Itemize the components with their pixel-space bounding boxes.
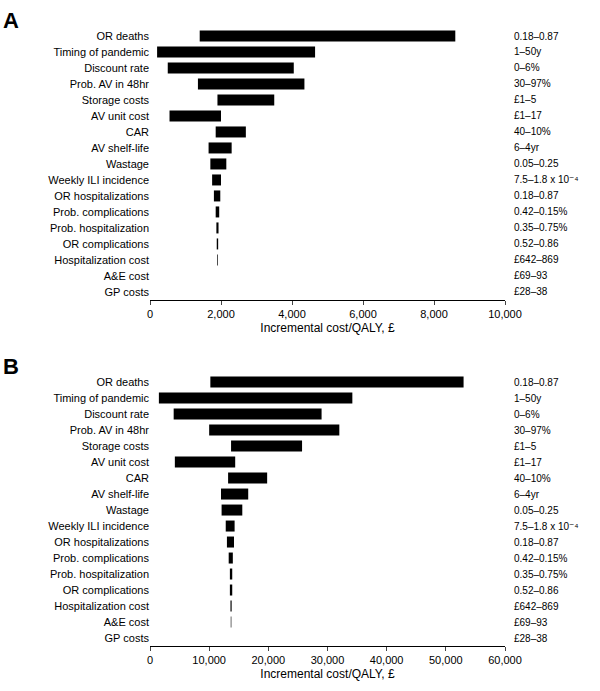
svg-text:8,000: 8,000	[420, 308, 448, 320]
svg-text:0.18–0.87: 0.18–0.87	[514, 537, 559, 548]
svg-text:6,000: 6,000	[349, 308, 377, 320]
svg-text:£642–869: £642–869	[514, 254, 559, 265]
svg-text:Discount rate: Discount rate	[84, 408, 149, 420]
svg-text:6–4yr: 6–4yr	[514, 489, 540, 500]
svg-text:OR hospitalizations: OR hospitalizations	[54, 190, 149, 202]
svg-text:10,000: 10,000	[192, 654, 226, 666]
svg-text:6–4yr: 6–4yr	[514, 142, 540, 153]
svg-text:10,000: 10,000	[488, 308, 522, 320]
svg-text:£1–17: £1–17	[514, 110, 542, 121]
svg-text:Prob. AV in 48hr: Prob. AV in 48hr	[70, 78, 150, 90]
svg-text:0: 0	[147, 308, 153, 320]
svg-text:Wastage: Wastage	[106, 504, 149, 516]
svg-text:£28–38: £28–38	[514, 286, 548, 297]
svg-text:0.42–0.15%: 0.42–0.15%	[514, 553, 567, 564]
svg-text:OR hospitalizations: OR hospitalizations	[54, 536, 149, 548]
svg-text:OR complications: OR complications	[63, 584, 150, 596]
svg-text:0.35–0.75%: 0.35–0.75%	[514, 222, 567, 233]
svg-text:0.35–0.75%: 0.35–0.75%	[514, 569, 567, 580]
svg-text:Discount rate: Discount rate	[84, 62, 149, 74]
svg-text:20,000: 20,000	[252, 654, 286, 666]
svg-text:Wastage: Wastage	[106, 158, 149, 170]
svg-text:7.5–1.8 x 10⁻⁴: 7.5–1.8 x 10⁻⁴	[514, 521, 579, 532]
svg-text:£69–93: £69–93	[514, 270, 548, 281]
svg-text:0.42–0.15%: 0.42–0.15%	[514, 206, 567, 217]
svg-text:50,000: 50,000	[429, 654, 463, 666]
svg-text:0–6%: 0–6%	[514, 62, 540, 73]
svg-text:OR complications: OR complications	[63, 238, 150, 250]
svg-text:Timing of pandemic: Timing of pandemic	[53, 392, 149, 404]
svg-text:B: B	[3, 354, 19, 379]
svg-text:AV unit cost: AV unit cost	[91, 110, 149, 122]
svg-text:A&E cost: A&E cost	[104, 270, 149, 282]
svg-text:OR deaths: OR deaths	[96, 376, 149, 388]
svg-text:Storage costs: Storage costs	[82, 440, 150, 452]
svg-text:Weekly ILI incidence: Weekly ILI incidence	[48, 520, 149, 532]
svg-text:Hospitalization cost: Hospitalization cost	[54, 600, 149, 612]
svg-text:Prob. AV in 48hr: Prob. AV in 48hr	[70, 424, 150, 436]
svg-text:0.05–0.25: 0.05–0.25	[514, 158, 559, 169]
svg-text:Prob. complications: Prob. complications	[53, 552, 149, 564]
svg-text:0.52–0.86: 0.52–0.86	[514, 585, 559, 596]
svg-text:Prob. complications: Prob. complications	[53, 206, 149, 218]
svg-text:CAR: CAR	[126, 126, 149, 138]
svg-text:30–97%: 30–97%	[514, 78, 551, 89]
svg-text:Timing of pandemic: Timing of pandemic	[53, 46, 149, 58]
svg-text:A&E cost: A&E cost	[104, 616, 149, 628]
svg-text:Incremental cost/QALY, £: Incremental cost/QALY, £	[260, 667, 395, 681]
svg-text:Weekly ILI incidence: Weekly ILI incidence	[48, 174, 149, 186]
svg-text:30,000: 30,000	[311, 654, 345, 666]
svg-text:£1–17: £1–17	[514, 457, 542, 468]
svg-text:1–50y: 1–50y	[514, 393, 541, 404]
svg-text:Storage costs: Storage costs	[82, 94, 150, 106]
svg-text:£1–5: £1–5	[514, 94, 537, 105]
svg-text:OR deaths: OR deaths	[96, 30, 149, 42]
svg-text:£28–38: £28–38	[514, 633, 548, 644]
svg-text:2,000: 2,000	[207, 308, 235, 320]
svg-text:GP costs: GP costs	[105, 286, 150, 298]
svg-text:0: 0	[147, 654, 153, 666]
svg-text:A: A	[3, 8, 19, 33]
svg-text:AV shelf-life: AV shelf-life	[91, 488, 149, 500]
svg-text:7.5–1.8 x 10⁻⁴: 7.5–1.8 x 10⁻⁴	[514, 174, 579, 185]
svg-text:0.52–0.86: 0.52–0.86	[514, 238, 559, 249]
svg-text:Hospitalization cost: Hospitalization cost	[54, 254, 149, 266]
svg-text:4,000: 4,000	[278, 308, 306, 320]
svg-text:Incremental cost/QALY, £: Incremental cost/QALY, £	[260, 321, 395, 335]
svg-text:Prob. hospitalization: Prob. hospitalization	[50, 568, 149, 580]
svg-text:£642–869: £642–869	[514, 601, 559, 612]
svg-text:40–10%: 40–10%	[514, 126, 551, 137]
svg-text:£69–93: £69–93	[514, 617, 548, 628]
svg-text:0–6%: 0–6%	[514, 409, 540, 420]
svg-text:0.18–0.87: 0.18–0.87	[514, 190, 559, 201]
svg-text:1–50y: 1–50y	[514, 46, 541, 57]
svg-text:CAR: CAR	[126, 472, 149, 484]
svg-text:AV unit cost: AV unit cost	[91, 456, 149, 468]
svg-text:0.18–0.87: 0.18–0.87	[514, 377, 559, 388]
svg-text:Prob. hospitalization: Prob. hospitalization	[50, 222, 149, 234]
svg-text:0.05–0.25: 0.05–0.25	[514, 505, 559, 516]
svg-text:£1–5: £1–5	[514, 441, 537, 452]
svg-text:AV shelf-life: AV shelf-life	[91, 142, 149, 154]
svg-text:40,000: 40,000	[370, 654, 404, 666]
svg-text:40–10%: 40–10%	[514, 473, 551, 484]
svg-text:30–97%: 30–97%	[514, 425, 551, 436]
svg-text:GP costs: GP costs	[105, 632, 150, 644]
svg-text:60,000: 60,000	[488, 654, 522, 666]
svg-text:0.18–0.87: 0.18–0.87	[514, 31, 559, 42]
